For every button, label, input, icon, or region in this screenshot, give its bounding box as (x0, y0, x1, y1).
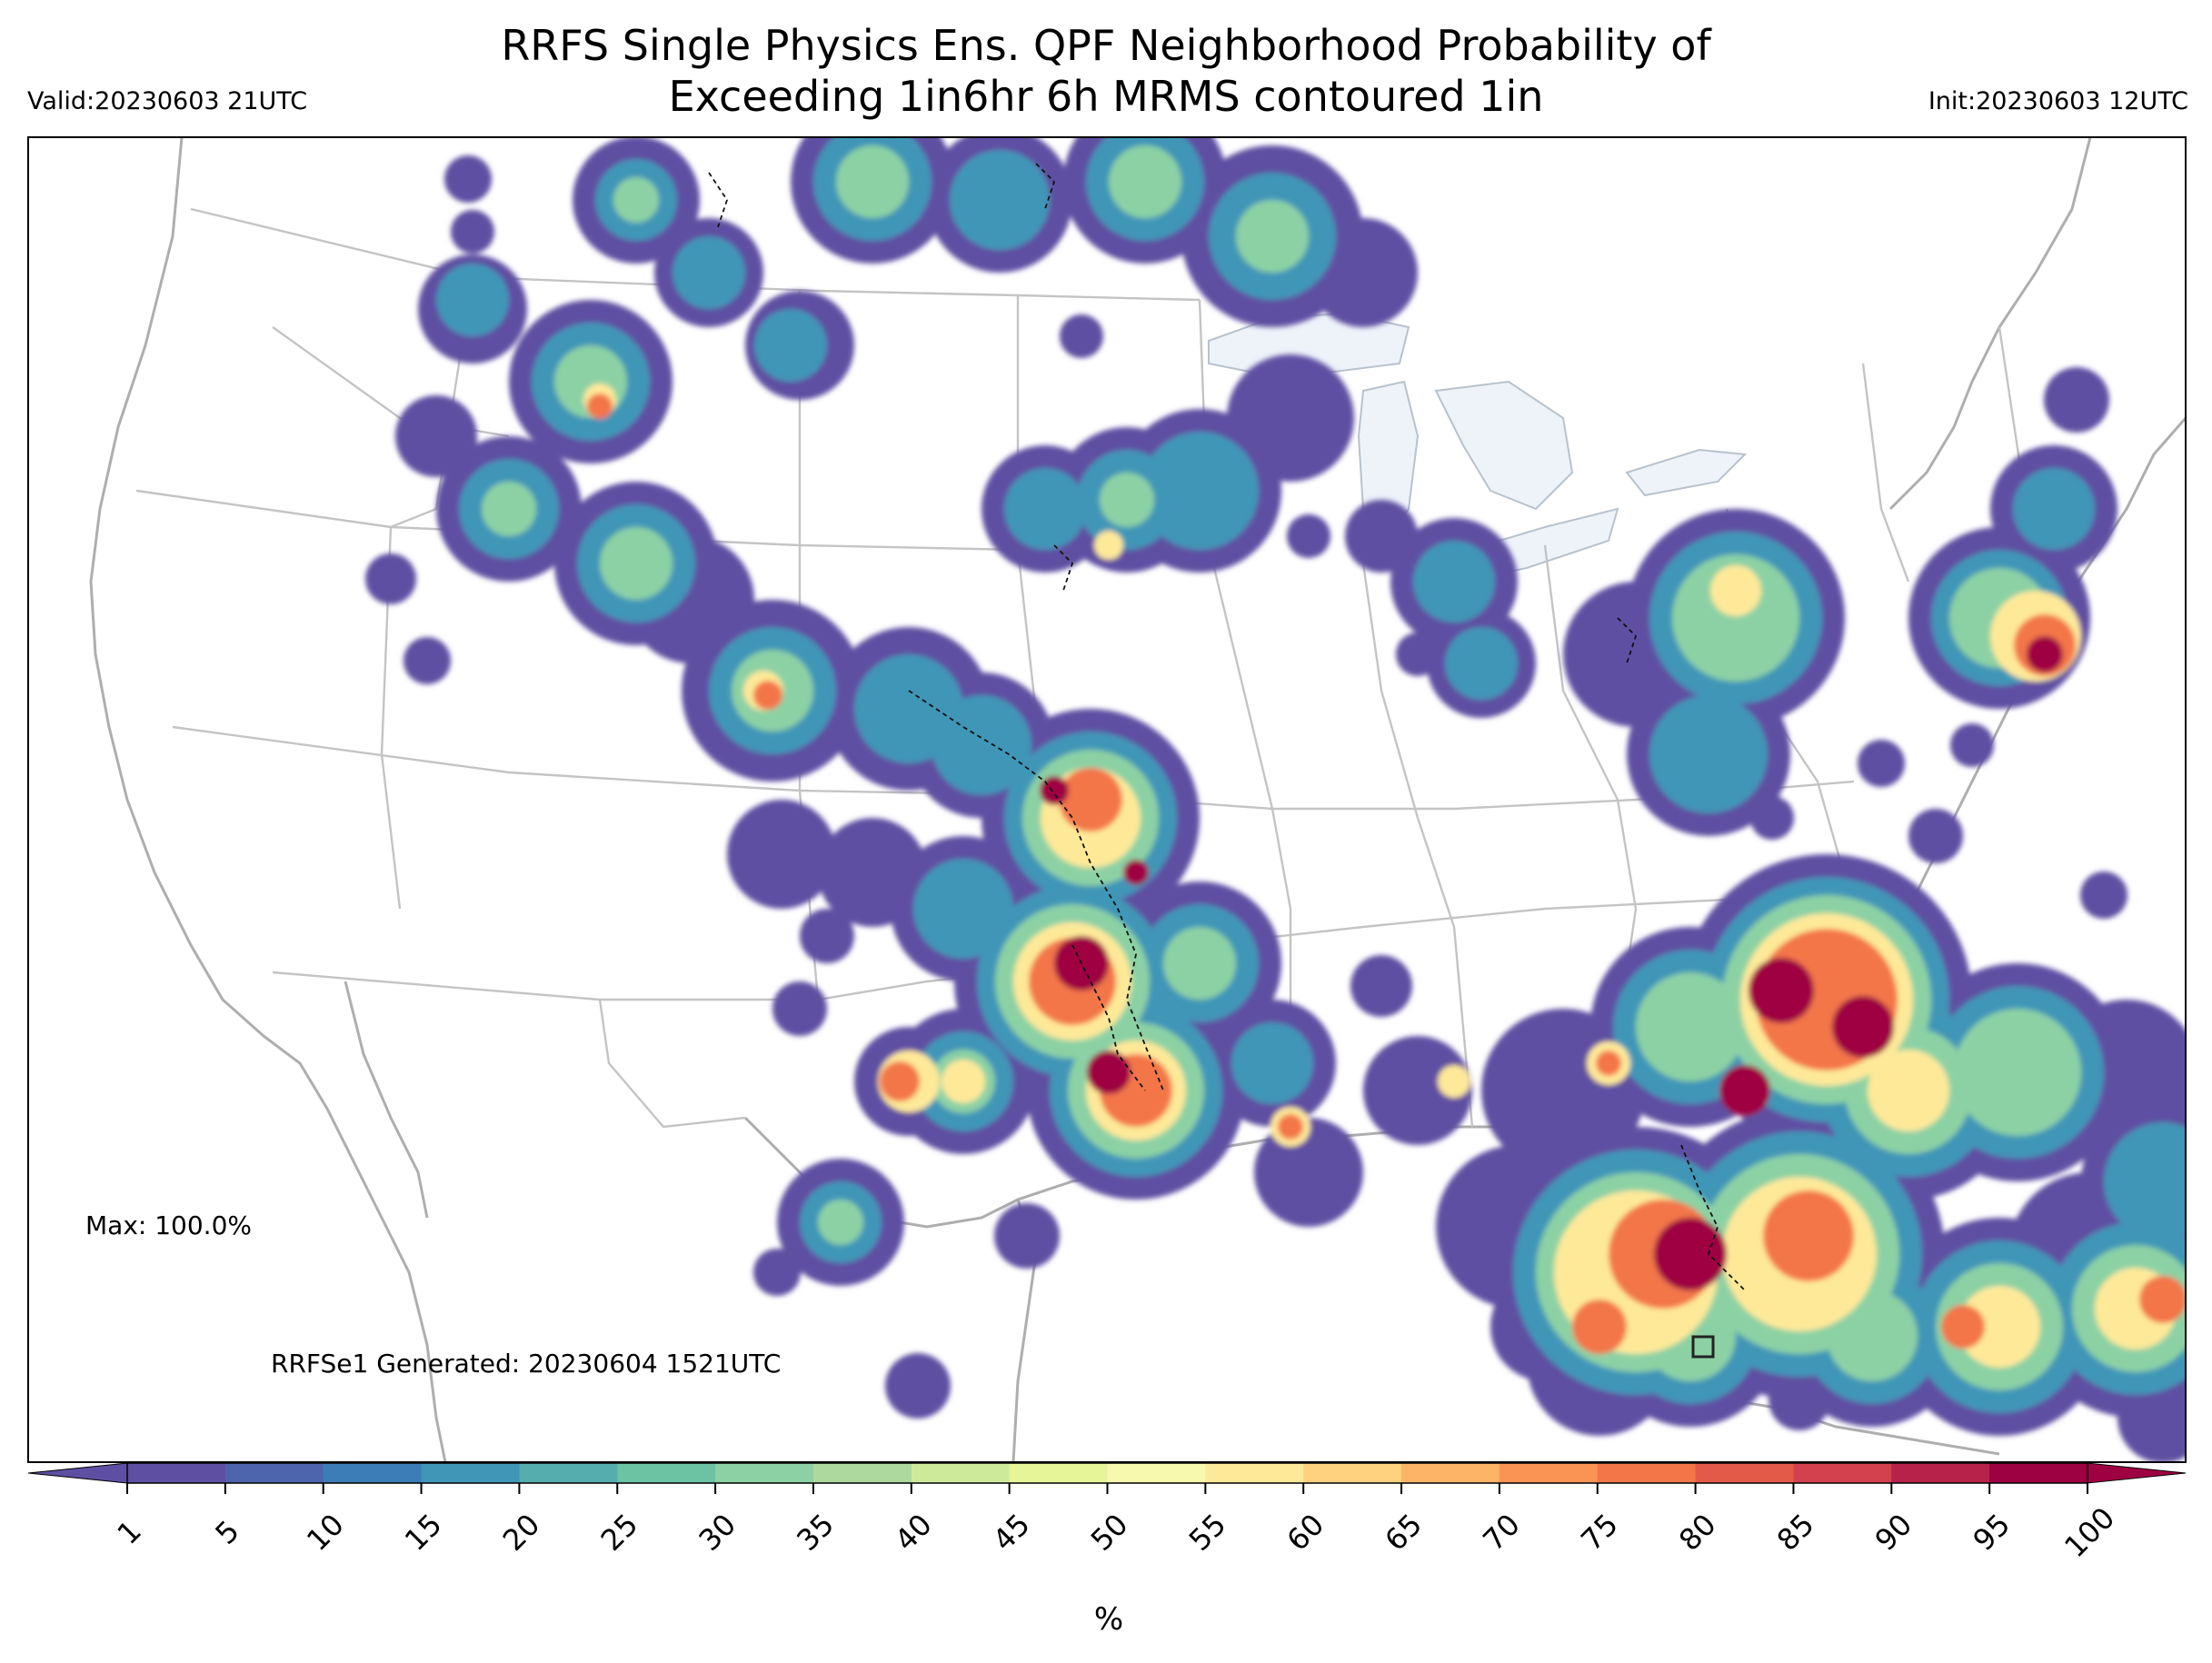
colorbar-cell (1597, 1463, 1697, 1483)
colorbar-cell (715, 1463, 814, 1483)
colorbar-cell (127, 1463, 226, 1483)
colorbar-cell (421, 1463, 520, 1483)
colorbar-cell (519, 1463, 618, 1483)
colorbar-cell (1499, 1463, 1599, 1483)
colorbar-tick-label: 1 (111, 1514, 148, 1551)
colorbar-cell (1695, 1463, 1795, 1483)
colorbar-cell (224, 1463, 324, 1483)
colorbar-tick-label: 95 (1967, 1507, 2018, 1558)
init-time-label: Init:20230603 12UTC (1928, 87, 2188, 115)
colorbar-tick-label: 55 (1182, 1507, 1233, 1558)
colorbar-extend-high (2087, 1462, 2187, 1484)
colorbar-cell (812, 1463, 912, 1483)
location-marker (1691, 1335, 1715, 1359)
colorbar-tick-label: 25 (594, 1507, 645, 1558)
colorbar-cell (1891, 1463, 1990, 1483)
colorbar-cell (1205, 1463, 1304, 1483)
colorbar-tick-label: 15 (398, 1507, 449, 1558)
colorbar-extend-low (27, 1462, 128, 1484)
title-line-1: RRFS Single Physics Ens. QPF Neighborhoo… (501, 21, 1711, 70)
colorbar-tick-label: 20 (496, 1507, 547, 1558)
colorbar-cell (617, 1463, 716, 1483)
colorbar-cell (911, 1463, 1011, 1483)
colorbar-cell (1989, 1463, 2088, 1483)
colorbar-cell (1009, 1463, 1109, 1483)
colorbar-tick-label: 30 (692, 1507, 742, 1558)
colorbar-tick-label: 40 (888, 1507, 939, 1558)
colorbar-tick-label: 50 (1084, 1507, 1135, 1558)
colorbar-tick-label: 10 (300, 1507, 351, 1558)
colorbar-tick-label: 60 (1280, 1507, 1331, 1558)
colorbar-tick-label: 70 (1476, 1507, 1527, 1558)
map-frame (27, 136, 2187, 1463)
colorbar-cell (1401, 1463, 1500, 1483)
title-line-2: Exceeding 1in6hr 6h MRMS contoured 1in (668, 72, 1544, 121)
colorbar-tick-label: 90 (1868, 1507, 1919, 1558)
colorbar-tick-label: 5 (208, 1514, 245, 1551)
colorbar-cell (1793, 1463, 1892, 1483)
mrms-contours (708, 163, 1746, 1291)
colorbar-cell (1303, 1463, 1402, 1483)
colorbar-tick-label: 75 (1574, 1507, 1625, 1558)
max-value-label: Max: 100.0% (85, 1210, 252, 1240)
generated-label: RRFSe1 Generated: 20230604 1521UTC (271, 1349, 782, 1379)
colorbar-tick-label: 80 (1672, 1507, 1723, 1558)
colorbar-unit-label: % (1093, 1601, 1124, 1638)
colorbar-tick-label: 65 (1378, 1507, 1429, 1558)
map-title: RRFS Single Physics Ens. QPF Neighborhoo… (0, 20, 2212, 122)
colorbar-tick-label: 100 (2058, 1500, 2121, 1564)
valid-time-label: Valid:20230603 21UTC (27, 87, 308, 115)
colorbar-tick-label: 85 (1770, 1507, 1821, 1558)
colorbar-cell (323, 1463, 423, 1483)
colorbar-tick-label: 45 (986, 1507, 1037, 1558)
colorbar-cell (1107, 1463, 1206, 1483)
colorbar-tick-label: 35 (790, 1507, 841, 1558)
probability-field (365, 137, 2186, 1462)
